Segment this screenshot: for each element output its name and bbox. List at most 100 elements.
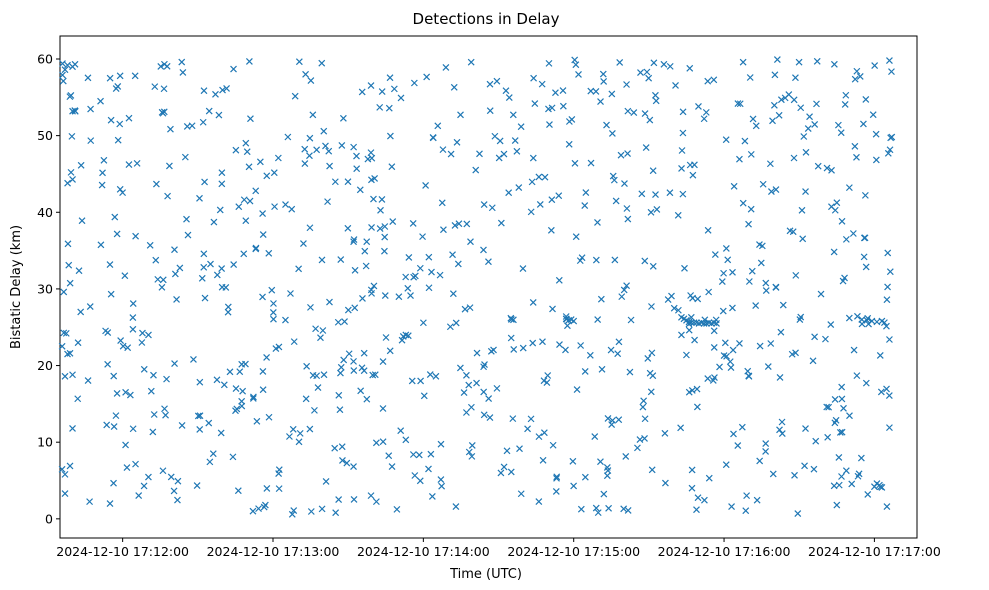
data-point xyxy=(806,113,813,121)
data-point xyxy=(842,235,850,243)
data-point xyxy=(288,205,296,213)
data-point xyxy=(398,336,406,344)
data-point xyxy=(505,189,513,197)
data-point xyxy=(213,376,221,384)
data-point xyxy=(547,226,555,234)
data-point xyxy=(235,203,243,211)
data-point xyxy=(620,286,628,294)
data-point xyxy=(272,345,280,352)
data-point xyxy=(252,187,260,195)
data-point xyxy=(107,116,115,124)
data-point xyxy=(686,64,694,72)
data-point xyxy=(769,470,777,478)
data-point xyxy=(840,404,847,412)
x-tick-label: 2024-12-10 17:17:00 xyxy=(808,544,941,559)
data-point xyxy=(290,338,298,346)
data-point xyxy=(535,498,543,505)
data-point xyxy=(336,406,344,414)
data-point xyxy=(240,250,248,258)
data-point xyxy=(862,263,870,271)
data-point xyxy=(338,141,346,149)
data-point xyxy=(468,442,476,449)
data-point xyxy=(649,262,657,270)
data-point xyxy=(58,342,66,350)
data-point xyxy=(60,288,68,296)
data-point xyxy=(149,428,157,436)
data-point xyxy=(174,477,182,485)
plot-area xyxy=(59,35,918,539)
data-point xyxy=(167,125,174,133)
data-point xyxy=(344,306,352,314)
data-point xyxy=(69,424,76,432)
data-point xyxy=(397,427,405,435)
data-point xyxy=(98,181,106,189)
data-point xyxy=(626,368,634,376)
data-point xyxy=(609,172,617,180)
data-point xyxy=(729,268,736,276)
data-point xyxy=(61,470,69,478)
data-point xyxy=(255,505,262,513)
data-point xyxy=(171,246,178,254)
data-point xyxy=(77,161,85,169)
data-point xyxy=(326,298,333,306)
data-point xyxy=(730,182,738,190)
data-point xyxy=(367,149,375,157)
data-point xyxy=(159,276,167,284)
data-point xyxy=(687,292,695,299)
data-point xyxy=(685,326,693,334)
data-point xyxy=(688,466,696,474)
data-point xyxy=(775,111,783,119)
data-point xyxy=(232,146,240,154)
data-point xyxy=(110,479,117,487)
data-point xyxy=(582,189,590,196)
data-point xyxy=(461,305,469,313)
data-point xyxy=(114,136,122,144)
data-point xyxy=(218,169,226,177)
data-point xyxy=(608,90,616,98)
data-point xyxy=(360,367,368,375)
data-point xyxy=(337,369,344,377)
data-point xyxy=(581,202,589,209)
data-point xyxy=(623,81,630,88)
data-point xyxy=(830,60,838,68)
data-point xyxy=(259,293,266,301)
data-point xyxy=(541,173,549,181)
data-point xyxy=(565,140,573,148)
data-point xyxy=(736,155,743,163)
data-point xyxy=(419,319,427,327)
data-point xyxy=(834,121,842,129)
data-point xyxy=(388,463,396,471)
data-point xyxy=(314,384,322,391)
data-point xyxy=(485,258,492,266)
data-point xyxy=(777,328,785,336)
data-point xyxy=(390,85,398,93)
data-point xyxy=(666,62,674,70)
data-point xyxy=(249,394,257,402)
data-point xyxy=(644,354,652,362)
data-point xyxy=(332,509,340,517)
data-point xyxy=(407,292,414,299)
data-point xyxy=(674,306,682,314)
data-point xyxy=(66,93,74,101)
data-point xyxy=(694,494,702,502)
data-point xyxy=(648,349,656,357)
data-point xyxy=(129,325,137,333)
data-point xyxy=(624,107,632,115)
y-tick-label: 40 xyxy=(37,205,53,220)
data-point xyxy=(68,132,76,140)
data-point xyxy=(212,90,219,98)
data-point xyxy=(178,422,186,429)
data-point xyxy=(869,111,877,119)
data-point xyxy=(687,313,695,321)
data-point xyxy=(503,447,511,455)
data-point xyxy=(437,440,445,448)
data-point xyxy=(193,482,201,489)
data-point xyxy=(243,148,251,156)
data-point xyxy=(64,240,72,248)
data-point xyxy=(495,154,503,162)
data-point xyxy=(60,329,68,337)
data-point xyxy=(318,505,326,513)
data-point xyxy=(338,443,346,451)
data-point xyxy=(691,161,698,169)
y-tick-label: 20 xyxy=(37,358,53,373)
